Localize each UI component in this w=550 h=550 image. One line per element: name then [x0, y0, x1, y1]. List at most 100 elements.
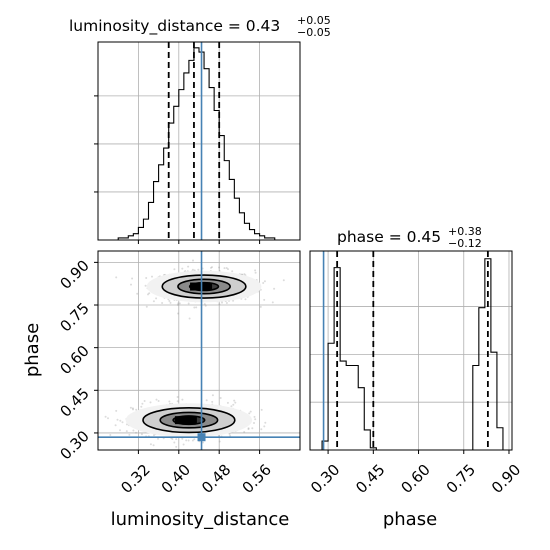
sample-point — [233, 399, 236, 402]
sample-point — [202, 441, 204, 444]
sample-point — [182, 443, 185, 446]
sample-point — [187, 439, 190, 442]
x-tick-label: 0.32 — [117, 461, 153, 497]
sample-point — [260, 408, 263, 411]
sample-point — [230, 405, 233, 408]
phase-vs-luminosity-distance-panel: 0.32 0.40 0.48 0.56 0.30 0.45 0.60 0.75 0.90 — [56, 250, 301, 497]
y-axis-label-phase: phase — [22, 323, 43, 377]
luminosity-distance-title-name: luminosity_distance — [69, 17, 223, 36]
sample-point — [271, 301, 274, 304]
luminosity-distance-title: luminosity_distance = 0.43 — [69, 17, 280, 36]
sample-point — [119, 419, 122, 422]
axes-frame — [97, 250, 301, 451]
y-tick-label: 0.90 — [56, 256, 92, 292]
sample-point — [218, 303, 221, 306]
sample-point — [151, 275, 153, 278]
sample-point — [232, 403, 235, 406]
sample-point — [135, 408, 138, 411]
sample-point — [203, 303, 206, 306]
sample-point — [195, 306, 198, 309]
sample-point — [187, 265, 190, 268]
sample-point — [107, 417, 109, 420]
sample-point — [175, 445, 178, 448]
sample-point — [244, 298, 247, 301]
sample-point — [181, 398, 184, 401]
sample-point — [136, 292, 139, 295]
sample-point — [263, 280, 266, 283]
sample-point — [226, 401, 229, 404]
axes-frame — [309, 250, 513, 451]
sample-point — [193, 306, 196, 309]
x-axis-label-phase: phase — [383, 509, 437, 530]
sample-point — [176, 303, 179, 306]
sample-point — [243, 273, 246, 276]
y-tick-label: 0.75 — [56, 299, 92, 335]
sample-point — [104, 415, 107, 418]
sample-point — [211, 394, 214, 397]
y-tick-label: 0.30 — [56, 427, 92, 463]
sample-point — [131, 277, 134, 280]
sample-point — [115, 276, 118, 279]
x-tick-label: 0.45 — [352, 461, 388, 497]
x-tick-label: 0.48 — [198, 461, 234, 497]
sample-point — [178, 302, 181, 305]
sample-point — [254, 269, 257, 272]
sample-point — [218, 266, 220, 269]
phase-title-name: phase — [337, 228, 384, 246]
sample-point — [211, 266, 213, 269]
sample-point — [249, 410, 252, 413]
sample-point — [161, 302, 164, 304]
phase-title-median: 0.45 — [407, 228, 442, 246]
sample-point — [217, 434, 220, 437]
sample-point — [273, 287, 276, 290]
luminosity-distance-title-eq: = — [223, 17, 246, 35]
sample-point — [181, 437, 184, 440]
sample-point — [155, 297, 158, 300]
sample-point — [211, 400, 214, 403]
sample-point — [262, 282, 265, 284]
phase-title-plus: +0.38 — [448, 225, 482, 238]
x-tick-label: 0.60 — [398, 461, 434, 497]
luminosity-distance-histogram-step — [98, 47, 300, 241]
sample-point — [247, 428, 250, 431]
sample-point — [115, 409, 118, 412]
phase-title: phase = 0.45 — [337, 228, 441, 246]
sample-point — [225, 302, 228, 304]
sample-point — [219, 397, 222, 399]
x-tick-label: 0.75 — [443, 461, 479, 497]
sample-point — [129, 406, 132, 409]
sample-point — [193, 438, 196, 441]
x-tick-label: 0.40 — [158, 461, 194, 497]
truth-marker — [197, 433, 206, 442]
sample-point — [153, 434, 155, 437]
sample-point — [210, 266, 212, 269]
sample-point — [157, 437, 159, 440]
sample-point — [132, 408, 134, 411]
sample-point — [143, 400, 146, 402]
sample-point — [187, 302, 190, 305]
luminosity-distance-title-minus: −0.05 — [297, 26, 331, 39]
sample-point — [228, 433, 231, 435]
sample-point — [155, 398, 158, 401]
sample-point — [234, 401, 237, 404]
sample-point — [116, 418, 119, 421]
sample-point — [260, 428, 263, 431]
sample-point — [185, 439, 188, 442]
sample-point — [149, 443, 152, 446]
axes-frame — [97, 41, 301, 241]
sample-point — [152, 300, 155, 303]
sample-point — [259, 305, 262, 308]
sample-point — [191, 268, 194, 271]
sample-point — [140, 433, 143, 436]
sample-point — [145, 277, 148, 279]
sample-point — [221, 301, 223, 304]
sample-point — [152, 444, 155, 447]
sample-point — [173, 441, 176, 444]
sample-point — [253, 415, 256, 418]
sample-point — [188, 317, 191, 320]
sample-point — [263, 298, 266, 301]
sample-point — [125, 430, 128, 433]
phase-title-minus: −0.12 — [448, 237, 482, 250]
sample-point — [128, 433, 131, 436]
sample-point — [144, 284, 147, 287]
